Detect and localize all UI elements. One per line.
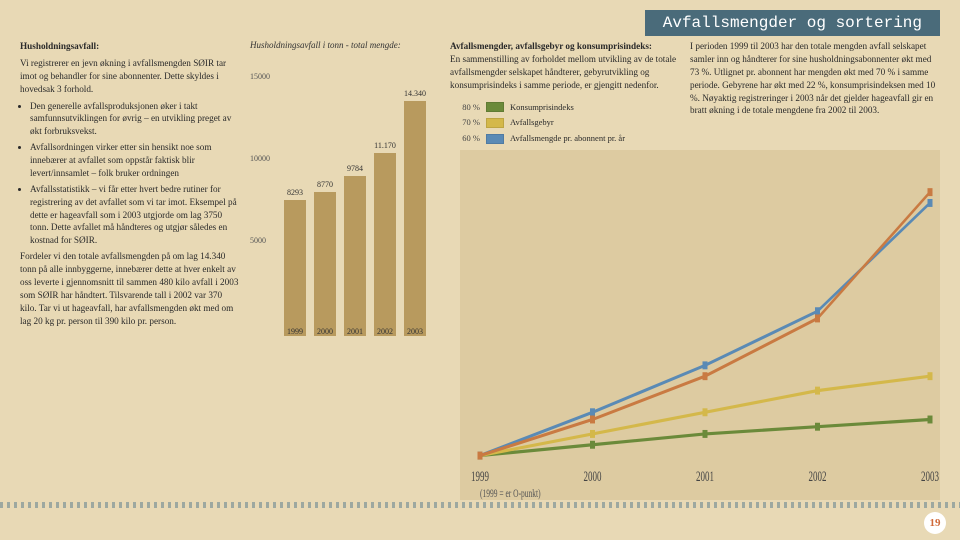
barchart-ytick: 15000 — [250, 72, 270, 81]
line-marker — [703, 361, 708, 369]
legend-label: Avfallsmengde pr. abonnent pr. år — [510, 133, 625, 145]
line-marker — [703, 430, 708, 438]
line-marker — [703, 372, 708, 380]
linechart: 1999 2000 2001 2002 2003 (1999 = er O-punkt) — [460, 150, 940, 500]
line-marker — [590, 430, 595, 438]
barchart: 5000100001500082931999877020009784200111… — [250, 56, 430, 336]
summary-text: Fordeler vi den totale avfallsmengden på… — [20, 250, 240, 327]
legend-pct: 70 % — [450, 117, 480, 129]
barchart-ytick: 5000 — [250, 236, 266, 245]
legend-row: 60 % Avfallsmengde pr. abonnent pr. år — [450, 133, 680, 145]
linechart-note: (1999 = er O-punkt) — [480, 487, 541, 500]
barchart-xlabel: 2003 — [402, 327, 428, 336]
linechart-xlabel: 2001 — [696, 468, 714, 485]
linechart-xlabel: 2000 — [584, 468, 602, 485]
barchart-xlabel: 2001 — [342, 327, 368, 336]
line-marker — [590, 416, 595, 424]
barchart-xlabel: 2000 — [312, 327, 338, 336]
legend-swatch — [486, 102, 504, 112]
line-marker — [928, 416, 933, 424]
col3-body: En sammenstilling av forholdet mellom ut… — [450, 53, 680, 92]
bar-value-label: 9784 — [344, 164, 366, 173]
barchart-title: Husholdningsavfall i tonn - total mengde… — [250, 40, 440, 50]
header-title: Avfallsmengder og sortering — [645, 10, 940, 36]
legend-pct: 60 % — [450, 133, 480, 145]
bar: 11.170 — [374, 153, 396, 336]
bar-value-label: 8293 — [284, 188, 306, 197]
legend-row: 70 % Avfallsgebyr — [450, 117, 680, 129]
line-marker — [815, 307, 820, 315]
bar: 14.340 — [404, 101, 426, 336]
barchart-xlabel: 2002 — [372, 327, 398, 336]
col3-subhead: Avfallsmengder, avfallsgebyr og konsumpr… — [450, 41, 652, 51]
decorative-line — [0, 502, 960, 508]
bar-value-label: 11.170 — [374, 141, 396, 150]
linechart-xlabel: 2003 — [921, 468, 939, 485]
line-marker — [590, 441, 595, 449]
barchart-xlabel: 1999 — [282, 327, 308, 336]
lead-label: Husholdningsavfall: — [20, 41, 99, 51]
line-marker — [928, 188, 933, 196]
bullet-2: Avfallsordningen virker etter sin hensik… — [30, 141, 240, 180]
linechart-xlabel: 1999 — [471, 468, 489, 485]
legend-label: Konsumprisindeks — [510, 102, 574, 114]
bar-value-label: 14.340 — [404, 89, 426, 98]
intro-text: Vi registrerer en jevn økning i avfallsm… — [20, 57, 240, 96]
column-2-barchart: Husholdningsavfall i tonn - total mengde… — [250, 40, 440, 500]
legend-pct: 80 % — [450, 102, 480, 114]
line-marker — [815, 423, 820, 431]
column-4: I perioden 1999 til 2003 har den totale … — [690, 40, 940, 500]
column-1: Husholdningsavfall: Vi registrerer en je… — [20, 40, 240, 500]
line-marker — [478, 452, 483, 460]
line-marker — [703, 408, 708, 416]
legend-label: Avfallsgebyr — [510, 117, 554, 129]
linechart-xlabel: 2002 — [809, 468, 827, 485]
line-series — [480, 203, 930, 456]
line-marker — [815, 314, 820, 322]
bar-value-label: 8770 — [314, 180, 336, 189]
line-marker — [928, 199, 933, 207]
legend-swatch — [486, 118, 504, 128]
bullet-1: Den generelle avfallsproduksjonen øker i… — [30, 100, 240, 139]
legend-swatch — [486, 134, 504, 144]
bar: 9784 — [344, 176, 366, 336]
line-marker — [928, 372, 933, 380]
legend-row: 80 % Konsumprisindeks — [450, 102, 680, 114]
line-marker — [815, 387, 820, 395]
bullet-3: Avfallsstatistikk – vi får etter hvert b… — [30, 183, 240, 247]
page-content: Husholdningsavfall: Vi registrerer en je… — [20, 40, 940, 500]
line-marker — [590, 408, 595, 416]
page-number: 19 — [924, 512, 946, 534]
barchart-ytick: 10000 — [250, 154, 270, 163]
col4-body: I perioden 1999 til 2003 har den totale … — [690, 40, 940, 117]
bar: 8293 — [284, 200, 306, 336]
bar: 8770 — [314, 192, 336, 336]
